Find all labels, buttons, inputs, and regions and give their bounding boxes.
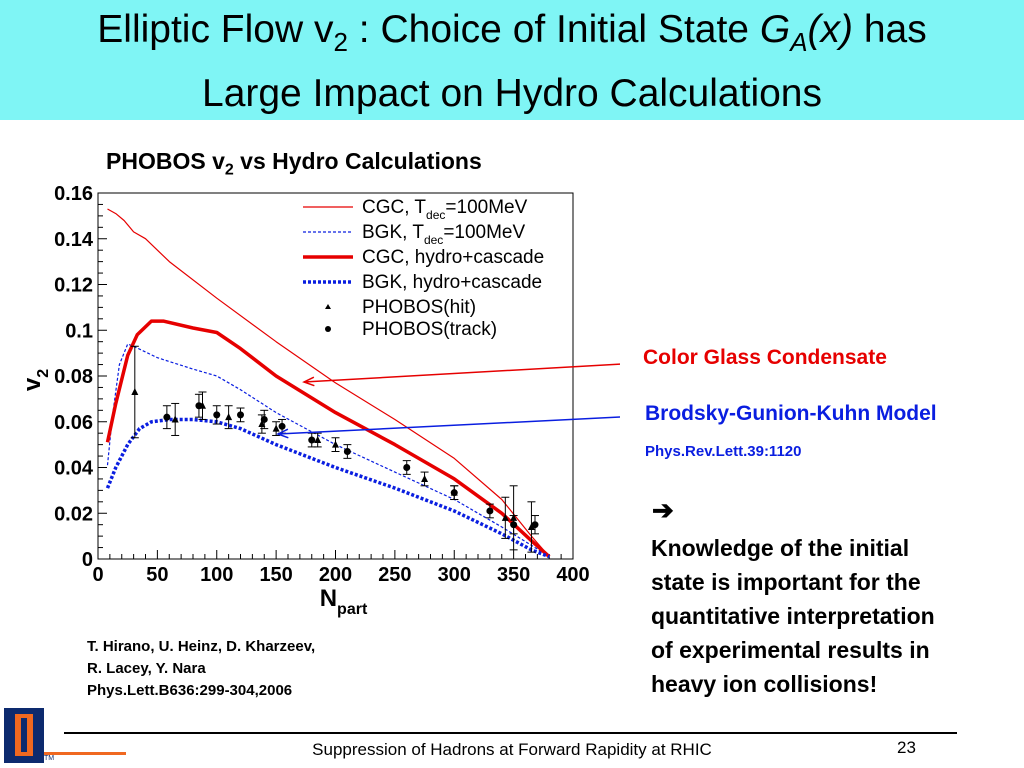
y-tick-label: 0.08	[54, 366, 93, 388]
logo-underline	[44, 752, 126, 755]
y-axis-label-sub: 2	[35, 369, 52, 378]
data-point-track	[195, 402, 203, 410]
data-point-hit	[131, 388, 139, 396]
x-tick-label: 100	[200, 564, 233, 586]
legend-label-sub: dec	[424, 233, 443, 247]
bgk-arrow	[277, 416, 620, 435]
data-point-track	[237, 411, 244, 419]
y-tick-label: 0.1	[65, 320, 93, 342]
data-point-track	[403, 464, 411, 471]
data-point-track	[213, 411, 221, 419]
data-point-track	[308, 436, 316, 444]
title-line-2: Large Impact on Hydro Calculations	[202, 71, 822, 115]
footer-rule	[64, 732, 957, 734]
title-line-1: Elliptic Flow v2 : Choice of Initial Sta…	[97, 8, 927, 57]
data-point-hit	[171, 415, 179, 423]
legend-label-marker: PHOBOS(hit)	[362, 297, 476, 318]
y-tick-label: 0.14	[54, 229, 94, 251]
data-point-hit	[332, 440, 339, 448]
conclusion-line: heavy ion collisions!	[651, 671, 878, 697]
citation-line: R. Lacey, Y. Nara	[87, 660, 206, 677]
legend-label-post: =100MeV	[443, 222, 525, 243]
citation: T. Hirano, U. Heinz, D. Kharzeev, R. Lac…	[87, 636, 315, 702]
x-tick-label: 300	[438, 564, 471, 586]
cgc-arrow-head	[302, 376, 315, 387]
y-tick-label: 0.16	[54, 183, 93, 205]
series-line-bgk_hydro	[105, 417, 550, 559]
series-line-cgc_tdec	[107, 208, 550, 558]
citation-line: T. Hirano, U. Heinz, D. Kharzeev,	[87, 638, 316, 655]
legend-label-bgk_tdec: BGK, Tdec=100MeV	[362, 222, 526, 247]
legend-label-sub: dec	[426, 208, 445, 222]
series-line-bgk_tdec	[106, 343, 550, 558]
cgc-label: Color Glass Condensate	[643, 346, 887, 369]
x-axis-label-sub: part	[337, 601, 368, 618]
y-tick-label: 0	[82, 549, 93, 571]
data-point-track	[510, 521, 518, 529]
x-tick-label: 0	[92, 564, 103, 586]
data-point-hit	[314, 436, 322, 444]
data-point-hit	[421, 474, 429, 482]
x-tick-label: 250	[378, 564, 411, 586]
x-tick-label: 50	[146, 564, 168, 586]
plot-frame	[97, 192, 574, 560]
y-axis-label: v2	[19, 369, 52, 391]
x-tick-label: 400	[556, 564, 589, 586]
series-line-cgc_hydro	[105, 319, 551, 559]
legend-label-bgk_hydro: BGK, hydro+cascade	[362, 272, 542, 293]
data-point-track	[278, 422, 286, 430]
legend-marker-hit	[325, 304, 331, 309]
title-bar	[0, 0, 1024, 120]
bgk-label: Brodsky-Gunion-Kuhn Model	[645, 402, 937, 425]
university-logo	[4, 708, 44, 763]
conclusion-line: of experimental results in	[651, 637, 930, 663]
cgc-arrow	[303, 363, 620, 383]
v2-chart: 0 0.02 0.04 0.06 0.08 0.1 0.12 0.14 0.16 0 50 100 15…	[19, 183, 620, 618]
conclusion-line: quantitative interpretation	[651, 603, 935, 629]
chart-caption: PHOBOS v2 vs Hydro Calculations	[106, 148, 482, 179]
slide-title: Elliptic Flow v2 : Choice of Initial Sta…	[0, 4, 1024, 120]
data-point-track	[343, 447, 351, 455]
y-tick-label: 0.02	[54, 503, 93, 525]
conclusion-text: Knowledge of the initial state is import…	[651, 531, 1011, 701]
legend-label-cgc_tdec: CGC, Tdec=100MeV	[362, 197, 528, 222]
y-tick-label: 0.06	[54, 412, 93, 434]
legend-marker-track	[325, 326, 331, 332]
page-number: 23	[897, 738, 916, 757]
data-point-hit	[527, 522, 535, 530]
conclusion-line: state is important for the	[651, 569, 921, 595]
x-tick-label: 200	[319, 564, 352, 586]
data-point-track	[163, 413, 171, 421]
legend-label-marker: PHOBOS(track)	[362, 319, 497, 340]
bgk-reference: Phys.Rev.Lett.39:1120	[645, 443, 802, 460]
conclusion-line: Knowledge of the initial	[651, 535, 910, 561]
citation-line: Phys.Lett.B636:299-304,2006	[87, 682, 293, 699]
data-point-track	[260, 415, 268, 423]
data-point-hit	[225, 413, 233, 421]
data-point-track	[531, 521, 539, 529]
x-axis-label: Npart	[320, 585, 368, 618]
legend-label-post: =100MeV	[445, 197, 527, 218]
bgk-arrow-head	[276, 428, 289, 439]
x-tick-label: 350	[497, 564, 530, 586]
data-point-hit	[258, 420, 266, 428]
legend-label-cgc_hydro: CGC, hydro+cascade	[362, 247, 544, 268]
data-point-track	[486, 507, 494, 515]
arrow-right-icon: ➔	[652, 495, 674, 525]
data-point-hit	[272, 424, 280, 432]
footer-text: Suppression of Hadrons at Forward Rapidi…	[312, 740, 712, 759]
x-tick-label: 150	[259, 564, 292, 586]
data-point-hit	[501, 513, 509, 521]
data-point-track	[450, 489, 458, 497]
y-tick-label: 0.04	[54, 458, 94, 480]
y-tick-label: 0.12	[54, 275, 93, 297]
logo-tm-mark: TM	[44, 755, 55, 762]
